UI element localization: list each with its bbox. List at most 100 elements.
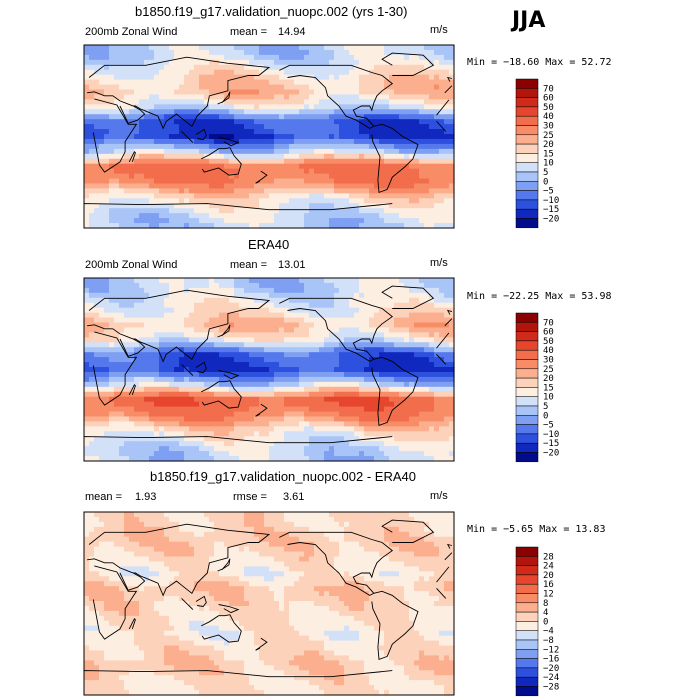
heatmap-cell [424,357,430,363]
heatmap-cell [284,327,290,334]
heatmap-cell [229,119,235,125]
heatmap-cell [124,282,130,289]
heatmap-cell [149,322,155,329]
heatmap-cell [234,143,240,150]
heatmap-cell [409,376,415,383]
heatmap-cell [164,94,170,101]
heatmap-cell [339,322,345,329]
heatmap-cell [314,64,320,71]
heatmap-cell [169,168,175,175]
heatmap-cell [274,386,280,393]
heatmap-cell [319,337,325,343]
heatmap-cell [149,337,155,343]
heatmap-cell [309,327,315,334]
heatmap-cell [389,99,395,105]
heatmap-cell [364,49,370,56]
heatmap-cell [344,223,350,229]
heatmap-cell [159,49,165,56]
heatmap-cell [259,411,265,418]
heatmap-cell [179,282,185,289]
heatmap-cell [124,421,130,427]
heatmap-cell [344,352,350,358]
heatmap-cell [404,292,410,299]
heatmap-cell [149,287,155,294]
heatmap-cell [424,218,430,224]
heatmap-cell [149,213,155,219]
heatmap-cell [349,198,355,204]
heatmap-cell [289,337,295,343]
heatmap-cell [304,391,310,398]
heatmap-cell [269,411,275,418]
heatmap-cell [429,134,435,140]
heatmap-cell [349,89,355,96]
heatmap-cell [159,153,165,160]
heatmap-cell [249,104,255,110]
heatmap-cell [274,208,280,214]
heatmap-cell [309,124,315,130]
heatmap-cell [339,337,345,343]
heatmap-cell [119,178,125,185]
heatmap-cell [379,74,385,81]
heatmap-cell [339,371,345,378]
heatmap-cell [199,198,205,204]
heatmap-cell [289,163,295,170]
heatmap-cell [419,153,425,160]
heatmap-cell [304,114,310,120]
heatmap-cell [144,317,150,324]
heatmap-cell [249,79,255,86]
heatmap-cell [389,411,395,418]
heatmap-cell [359,168,365,175]
heatmap-cell [349,342,355,348]
heatmap-cell [379,278,385,284]
heatmap-cell [314,168,320,175]
heatmap-cell [404,178,410,185]
heatmap-cell [389,168,395,175]
heatmap-cell [409,99,415,105]
heatmap-cell [374,173,380,180]
heatmap-cell [189,332,195,338]
heatmap-cell [364,79,370,86]
heatmap-cell [304,317,310,324]
heatmap-cell [369,64,375,71]
heatmap-cell [254,367,260,373]
heatmap-cell [149,143,155,150]
heatmap-cell [104,282,110,289]
heatmap-cell [369,371,375,378]
heatmap-cell [224,401,230,408]
heatmap-cell [309,371,315,378]
heatmap-cell [319,292,325,299]
heatmap-cell [154,64,160,71]
heatmap-cell [274,376,280,383]
heatmap-cell [269,352,275,358]
heatmap-cell [304,307,310,314]
heatmap-cell [399,74,405,81]
heatmap-cell [224,347,230,353]
heatmap-cell [174,332,180,338]
heatmap-cell [369,322,375,329]
heatmap-cell [434,54,440,61]
heatmap-cell [354,342,360,348]
heatmap-cell [299,124,305,130]
heatmap-cell [144,376,150,383]
heatmap-cell [399,386,405,393]
heatmap-cell [334,138,340,145]
heatmap-cell [169,391,175,398]
heatmap-cell [354,79,360,86]
heatmap-cell [239,332,245,338]
heatmap-cell [349,193,355,199]
heatmap-cell [224,223,230,229]
heatmap-cell [414,178,420,185]
heatmap-cell [239,223,245,229]
heatmap-cell [264,138,270,145]
heatmap-cell [354,163,360,170]
heatmap-cell [184,347,190,353]
heatmap-cell [259,203,265,209]
heatmap-cell [194,109,200,115]
heatmap-cell [99,54,105,61]
heatmap-cell [114,307,120,314]
heatmap-cell [424,148,430,155]
heatmap-cell [439,99,445,105]
heatmap-cell [244,104,250,110]
heatmap-cell [374,371,380,378]
heatmap-cell [329,148,335,155]
